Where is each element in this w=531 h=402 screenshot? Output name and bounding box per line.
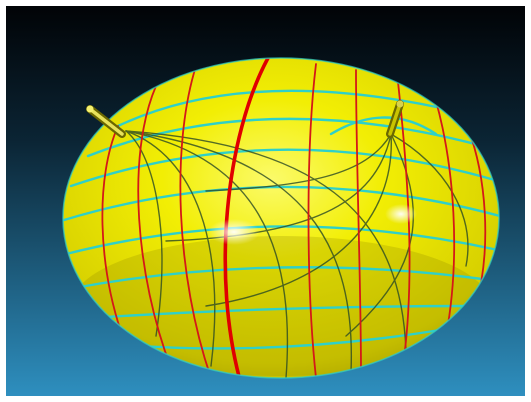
secondary-grid-lines xyxy=(125,130,469,378)
specular-highlight xyxy=(385,204,417,224)
left-axis-rod xyxy=(86,105,126,138)
meridian-line xyxy=(179,65,212,378)
parallel-line xyxy=(86,117,492,158)
highlight-meridian xyxy=(223,58,270,378)
parallel-line xyxy=(69,148,499,188)
ellipsoid-render xyxy=(6,6,525,396)
specular-highlight xyxy=(208,219,260,245)
parallel-line xyxy=(116,89,478,128)
parallel-line xyxy=(64,225,499,256)
meridian-line xyxy=(307,63,317,378)
parallel-line xyxy=(88,304,476,320)
meridian-line xyxy=(435,100,456,337)
meridian-line xyxy=(137,85,172,369)
render-viewport xyxy=(6,6,525,396)
meridian-line xyxy=(355,69,362,373)
right-axis-rod xyxy=(386,100,404,138)
ellipsoid-rim xyxy=(62,57,500,379)
parallel-line xyxy=(329,116,438,136)
meridian-line xyxy=(101,125,127,347)
